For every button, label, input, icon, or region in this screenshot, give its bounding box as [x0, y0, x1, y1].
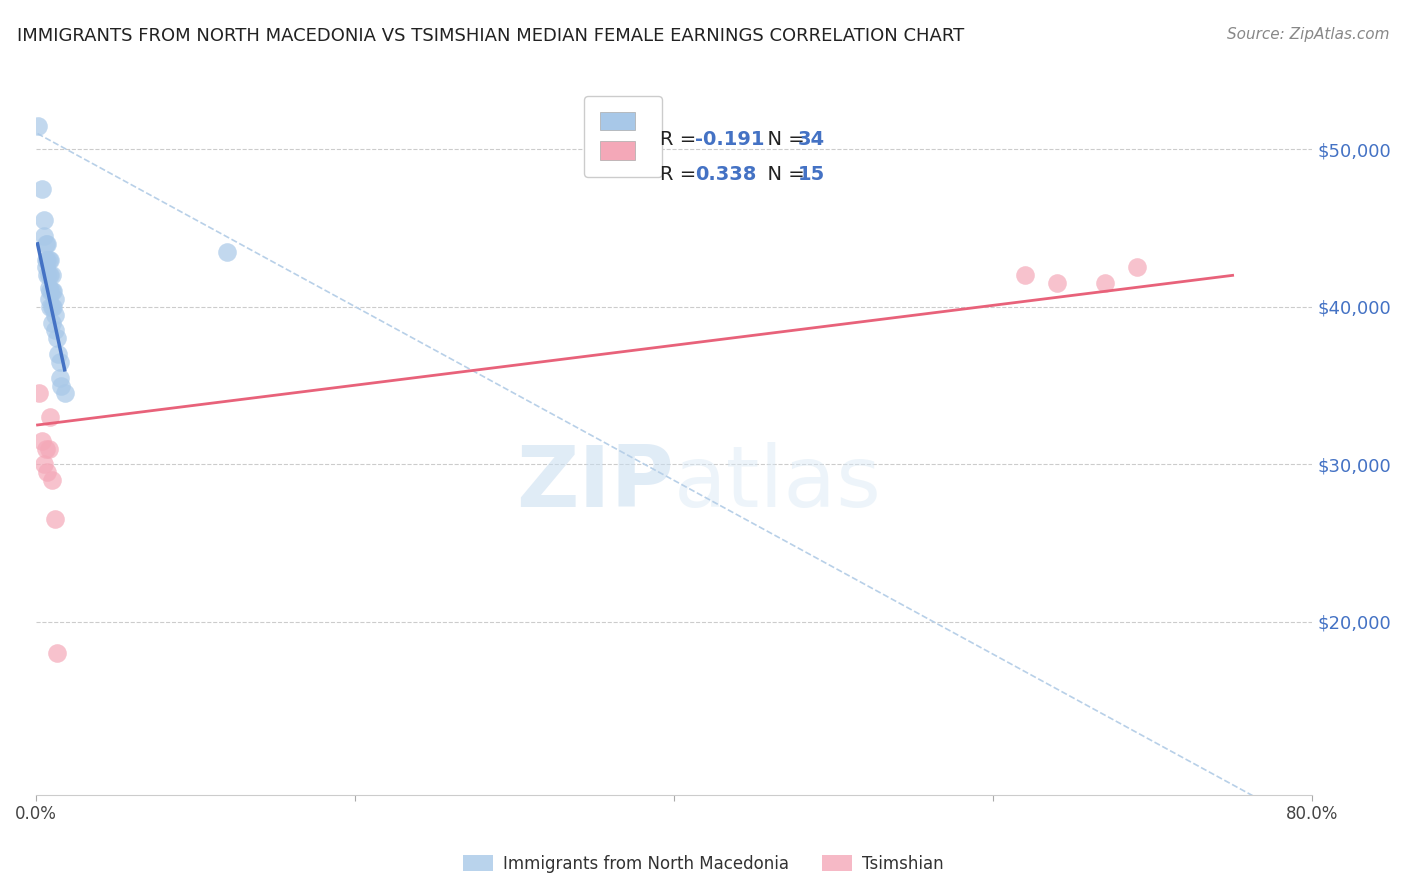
Point — [37, 236, 59, 251]
Point — [38, 281, 60, 295]
Text: atlas: atlas — [673, 442, 882, 524]
Point — [1046, 277, 1069, 291]
Point — [32, 229, 55, 244]
Point — [37, 252, 59, 267]
Point — [49, 355, 72, 369]
Legend: , : , — [585, 96, 662, 177]
Point — [49, 370, 72, 384]
Point — [31, 182, 53, 196]
Text: R =: R = — [659, 165, 703, 185]
Point — [44, 308, 66, 322]
Point — [27, 119, 49, 133]
Point — [45, 646, 67, 660]
Point — [1014, 268, 1036, 283]
Point — [39, 268, 62, 283]
Point — [38, 442, 60, 456]
Text: ZIP: ZIP — [516, 442, 673, 524]
Text: IMMIGRANTS FROM NORTH MACEDONIA VS TSIMSHIAN MEDIAN FEMALE EARNINGS CORRELATION : IMMIGRANTS FROM NORTH MACEDONIA VS TSIMS… — [17, 27, 965, 45]
Point — [31, 434, 53, 448]
Point — [44, 512, 66, 526]
Point — [42, 284, 65, 298]
Point — [45, 331, 67, 345]
Text: 34: 34 — [797, 130, 825, 149]
Point — [39, 284, 62, 298]
Point — [38, 268, 60, 283]
Point — [38, 252, 60, 267]
Point — [39, 300, 62, 314]
Point — [41, 268, 63, 283]
Point — [41, 300, 63, 314]
Point — [28, 386, 51, 401]
Point — [217, 244, 239, 259]
Point — [32, 458, 55, 472]
Text: 0.338: 0.338 — [695, 165, 756, 185]
Point — [37, 465, 59, 479]
Text: N =: N = — [755, 165, 811, 185]
Point — [41, 316, 63, 330]
Point — [44, 323, 66, 337]
Point — [51, 378, 73, 392]
Point — [44, 292, 66, 306]
Text: R =: R = — [659, 130, 703, 149]
Point — [46, 347, 69, 361]
Point — [39, 410, 62, 425]
Point — [53, 386, 76, 401]
Point — [32, 213, 55, 227]
Point — [38, 292, 60, 306]
Text: Source: ZipAtlas.com: Source: ZipAtlas.com — [1226, 27, 1389, 42]
Legend: Immigrants from North Macedonia, Tsimshian: Immigrants from North Macedonia, Tsimshi… — [456, 848, 950, 880]
Point — [34, 260, 56, 275]
Text: N =: N = — [755, 130, 811, 149]
Point — [41, 284, 63, 298]
Text: 15: 15 — [797, 165, 825, 185]
Point — [34, 252, 56, 267]
Point — [42, 300, 65, 314]
Text: -0.191: -0.191 — [695, 130, 765, 149]
Point — [39, 252, 62, 267]
Point — [37, 268, 59, 283]
Point — [1126, 260, 1149, 275]
Point — [34, 442, 56, 456]
Point — [1094, 277, 1116, 291]
Point — [41, 473, 63, 487]
Point — [34, 236, 56, 251]
